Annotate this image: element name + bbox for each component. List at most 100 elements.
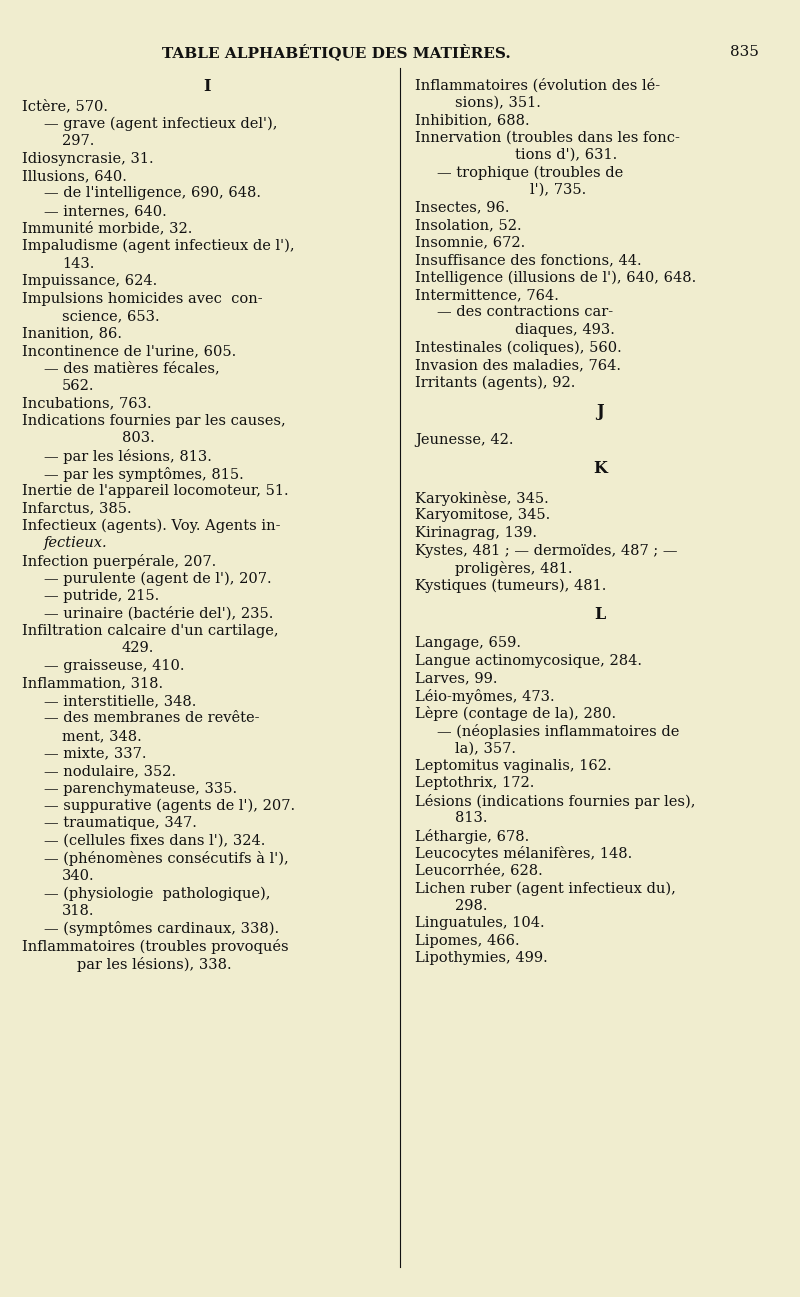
Text: — des membranes de revête-: — des membranes de revête- [44, 712, 259, 725]
Text: Incontinence de l'urine, 605.: Incontinence de l'urine, 605. [22, 344, 236, 358]
Text: 803.: 803. [122, 432, 154, 445]
Text: Intermittence, 764.: Intermittence, 764. [415, 288, 559, 302]
Text: Inhibition, 688.: Inhibition, 688. [415, 113, 530, 127]
Text: Inflammation, 318.: Inflammation, 318. [22, 677, 163, 690]
Text: — interstitielle, 348.: — interstitielle, 348. [44, 694, 196, 708]
Text: Karyokinèse, 345.: Karyokinèse, 345. [415, 492, 549, 506]
Text: — trophique (troubles de: — trophique (troubles de [437, 166, 623, 180]
Text: Inflammatoires (troubles provoqués: Inflammatoires (troubles provoqués [22, 939, 289, 955]
Text: 835: 835 [730, 45, 758, 58]
Text: Impulsions homicides avec  con-: Impulsions homicides avec con- [22, 292, 262, 306]
Text: Leptothrix, 172.: Leptothrix, 172. [415, 776, 534, 790]
Text: — (néoplasies inflammatoires de: — (néoplasies inflammatoires de [437, 724, 679, 739]
Text: tions d'), 631.: tions d'), 631. [515, 148, 618, 162]
Text: 562.: 562. [62, 379, 94, 393]
Text: Intestinales (coliques), 560.: Intestinales (coliques), 560. [415, 341, 622, 355]
Text: Kystiques (tumeurs), 481.: Kystiques (tumeurs), 481. [415, 578, 606, 593]
Text: Lipothymies, 499.: Lipothymies, 499. [415, 951, 548, 965]
Text: K: K [593, 460, 607, 477]
Text: Indications fournies par les causes,: Indications fournies par les causes, [22, 414, 286, 428]
Text: 813.: 813. [455, 811, 487, 825]
Text: par les lésions), 338.: par les lésions), 338. [77, 956, 232, 971]
Text: Langage, 659.: Langage, 659. [415, 637, 521, 650]
Text: Kystes, 481 ; — dermoïdes, 487 ; —: Kystes, 481 ; — dermoïdes, 487 ; — [415, 543, 678, 558]
Text: 143.: 143. [62, 257, 94, 271]
Text: — suppurative (agents de l'), 207.: — suppurative (agents de l'), 207. [44, 799, 295, 813]
Text: Lichen ruber (agent infectieux du),: Lichen ruber (agent infectieux du), [415, 881, 676, 896]
Text: Inertie de l'appareil locomoteur, 51.: Inertie de l'appareil locomoteur, 51. [22, 484, 289, 498]
Text: — purulente (agent de l'), 207.: — purulente (agent de l'), 207. [44, 572, 272, 586]
Text: Leucorrhée, 628.: Leucorrhée, 628. [415, 864, 542, 878]
Text: Inanition, 86.: Inanition, 86. [22, 327, 122, 341]
Text: TABLE ALPHABÉTIQUE DES MATIÈRES.: TABLE ALPHABÉTIQUE DES MATIÈRES. [162, 44, 510, 61]
Text: Léthargie, 678.: Léthargie, 678. [415, 829, 530, 844]
Text: — (physiologie  pathologique),: — (physiologie pathologique), [44, 887, 270, 901]
Text: Infection puerpérale, 207.: Infection puerpérale, 207. [22, 554, 216, 569]
Text: Irritants (agents), 92.: Irritants (agents), 92. [415, 376, 575, 390]
Text: Incubations, 763.: Incubations, 763. [22, 397, 152, 410]
Text: — putride, 215.: — putride, 215. [44, 589, 159, 603]
Text: 297.: 297. [62, 134, 94, 148]
Text: — (symptômes cardinaux, 338).: — (symptômes cardinaux, 338). [44, 921, 279, 936]
Text: 429.: 429. [122, 642, 154, 655]
Text: 298.: 298. [455, 899, 487, 913]
Text: — graisseuse, 410.: — graisseuse, 410. [44, 659, 185, 673]
Text: Léio-myômes, 473.: Léio-myômes, 473. [415, 689, 554, 704]
Text: Karyomitose, 345.: Karyomitose, 345. [415, 508, 550, 523]
Text: — traumatique, 347.: — traumatique, 347. [44, 817, 197, 830]
Text: Infectieux (agents). Voy. Agents in-: Infectieux (agents). Voy. Agents in- [22, 519, 281, 533]
Text: Linguatules, 104.: Linguatules, 104. [415, 916, 545, 930]
Text: sions), 351.: sions), 351. [455, 96, 541, 109]
Text: Innervation (troubles dans les fonc-: Innervation (troubles dans les fonc- [415, 131, 680, 144]
Text: Leptomitus vaginalis, 162.: Leptomitus vaginalis, 162. [415, 759, 612, 773]
Text: — de l'intelligence, 690, 648.: — de l'intelligence, 690, 648. [44, 187, 261, 201]
Text: — grave (agent infectieux del'),: — grave (agent infectieux del'), [44, 117, 278, 131]
Text: — (cellules fixes dans l'), 324.: — (cellules fixes dans l'), 324. [44, 834, 266, 848]
Text: diaques, 493.: diaques, 493. [515, 323, 615, 337]
Text: Langue actinomycosique, 284.: Langue actinomycosique, 284. [415, 654, 642, 668]
Text: Lésions (indications fournies par les),: Lésions (indications fournies par les), [415, 794, 695, 809]
Text: I: I [203, 78, 210, 95]
Text: — par les lésions, 813.: — par les lésions, 813. [44, 449, 212, 464]
Text: L: L [594, 606, 606, 623]
Text: Idiosyncrasie, 31.: Idiosyncrasie, 31. [22, 152, 154, 166]
Text: — mixte, 337.: — mixte, 337. [44, 747, 146, 760]
Text: ment, 348.: ment, 348. [62, 729, 142, 743]
Text: — (phénomènes consécutifs à l'),: — (phénomènes consécutifs à l'), [44, 852, 289, 866]
Text: Insuffisance des fonctions, 44.: Insuffisance des fonctions, 44. [415, 253, 642, 267]
Text: Insectes, 96.: Insectes, 96. [415, 201, 510, 214]
Text: Larves, 99.: Larves, 99. [415, 672, 498, 685]
Text: Kirinagrag, 139.: Kirinagrag, 139. [415, 527, 537, 540]
Text: la), 357.: la), 357. [455, 742, 516, 755]
Text: Impaludisme (agent infectieux de l'),: Impaludisme (agent infectieux de l'), [22, 239, 294, 253]
Text: Illusions, 640.: Illusions, 640. [22, 169, 127, 183]
Text: — internes, 640.: — internes, 640. [44, 204, 166, 218]
Text: Intelligence (illusions de l'), 640, 648.: Intelligence (illusions de l'), 640, 648… [415, 271, 696, 285]
Text: J: J [596, 402, 604, 420]
Text: Infiltration calcaire d'un cartilage,: Infiltration calcaire d'un cartilage, [22, 624, 278, 638]
Text: Lèpre (contage de la), 280.: Lèpre (contage de la), 280. [415, 707, 616, 721]
Text: — des contractions car-: — des contractions car- [437, 306, 613, 319]
Text: Leucocytes mélanifères, 148.: Leucocytes mélanifères, 148. [415, 846, 632, 861]
Text: Jeunesse, 42.: Jeunesse, 42. [415, 433, 514, 447]
Text: science, 653.: science, 653. [62, 309, 160, 323]
Text: Impuissance, 624.: Impuissance, 624. [22, 274, 158, 288]
Text: Insomnie, 672.: Insomnie, 672. [415, 236, 526, 249]
Text: Infarctus, 385.: Infarctus, 385. [22, 502, 132, 515]
Text: — des matières fécales,: — des matières fécales, [44, 362, 220, 376]
Text: proligères, 481.: proligères, 481. [455, 562, 573, 576]
Text: Lipomes, 466.: Lipomes, 466. [415, 934, 520, 948]
Text: — par les symptômes, 815.: — par les symptômes, 815. [44, 467, 244, 481]
Text: — nodulaire, 352.: — nodulaire, 352. [44, 764, 176, 778]
Text: fectieux.: fectieux. [44, 537, 108, 550]
Text: Invasion des maladies, 764.: Invasion des maladies, 764. [415, 358, 621, 372]
Text: Ictère, 570.: Ictère, 570. [22, 99, 108, 113]
Text: Insolation, 52.: Insolation, 52. [415, 218, 522, 232]
Text: — parenchymateuse, 335.: — parenchymateuse, 335. [44, 782, 237, 795]
Text: — urinaire (bactérie del'), 235.: — urinaire (bactérie del'), 235. [44, 607, 274, 621]
Text: l'), 735.: l'), 735. [530, 183, 586, 197]
Text: Inflammatoires (évolution des lé-: Inflammatoires (évolution des lé- [415, 78, 660, 92]
Text: Immunité morbide, 32.: Immunité morbide, 32. [22, 222, 192, 236]
Text: 340.: 340. [62, 869, 94, 883]
Text: 318.: 318. [62, 904, 94, 918]
